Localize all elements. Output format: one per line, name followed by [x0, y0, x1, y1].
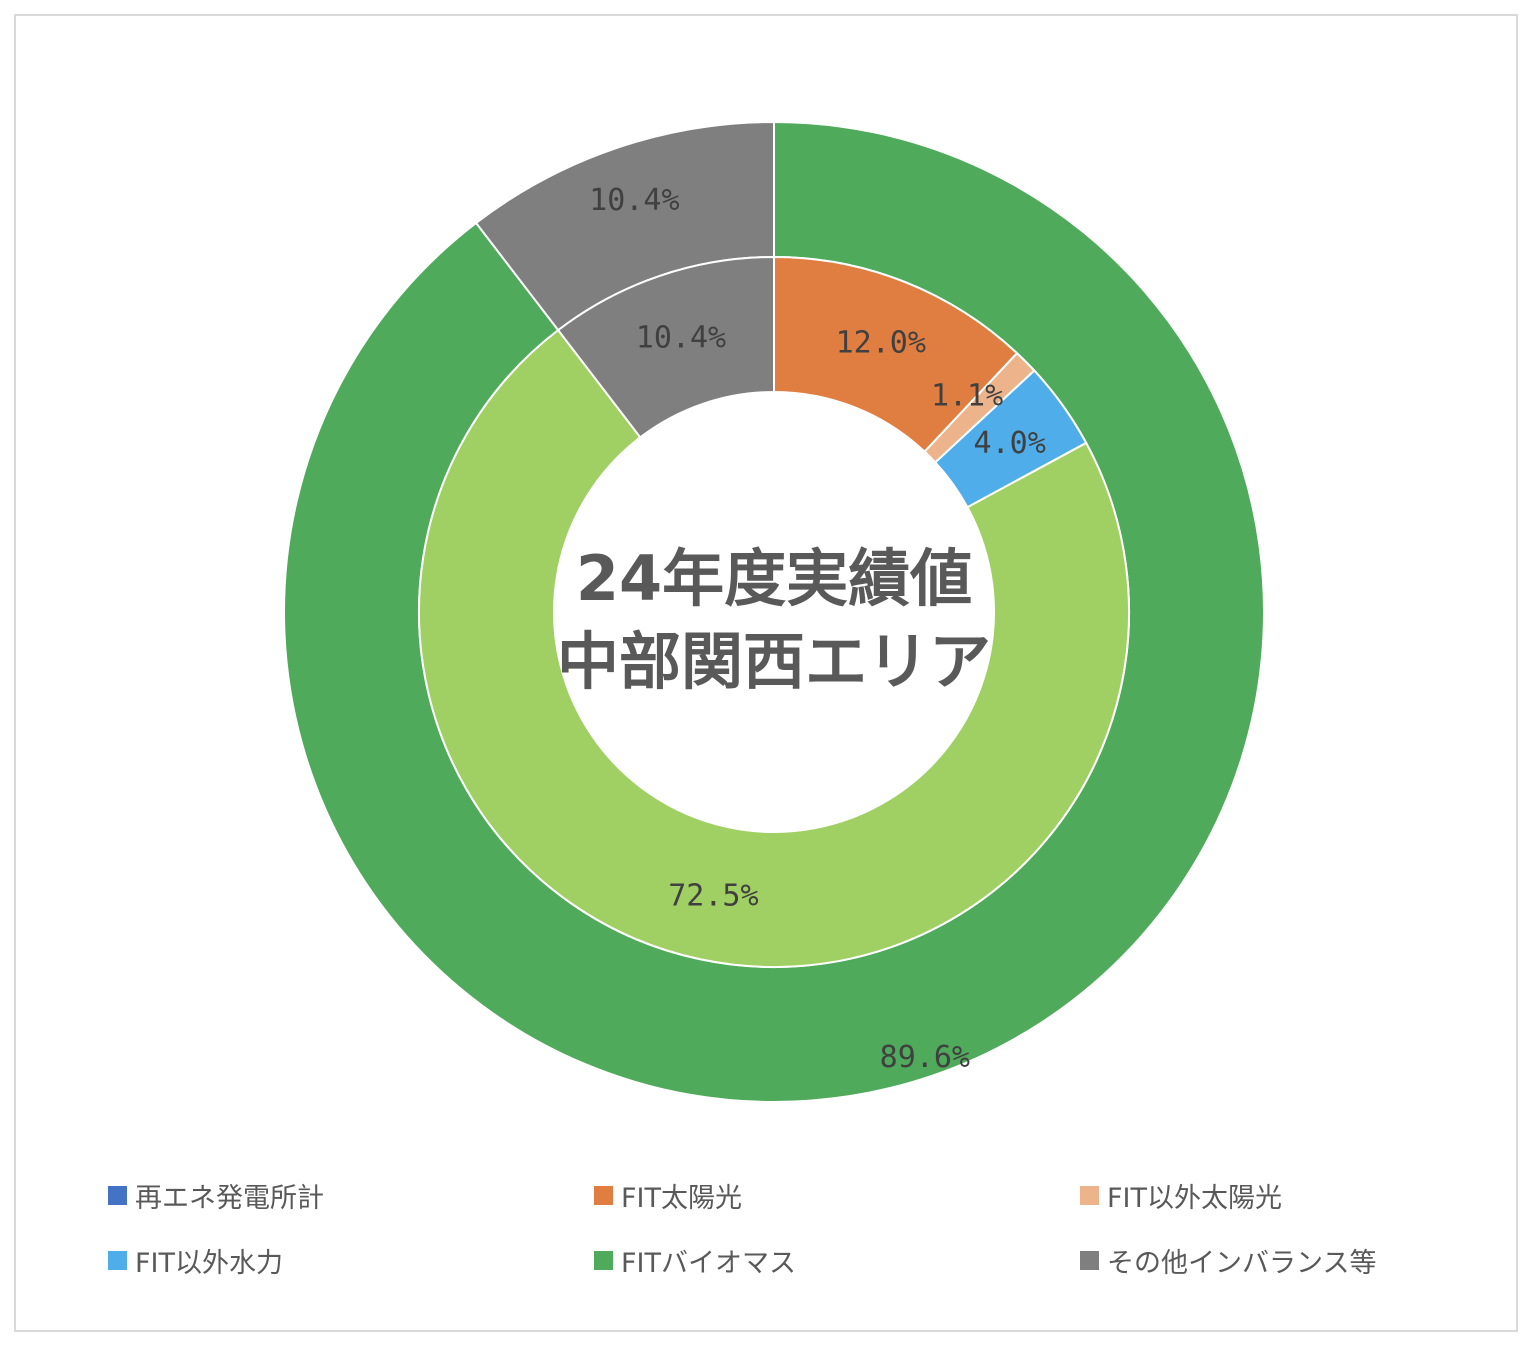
legend-label: FIT以外水力 [135, 1247, 283, 1279]
slice-labels: 89.6% 10.4% 12.0%1.1% 4.0% 72.5% 10.4% [589, 183, 1046, 1075]
legend-item-other-imbalance[interactable]: その他インバランス等 [1080, 1235, 1376, 1285]
legend-label: FIT太陽光 [621, 1182, 742, 1214]
outer-label-fit-biomass: 89.6% [880, 1040, 970, 1075]
legend-swatch [594, 1250, 613, 1270]
center-title-line-2: 中部関西エリア [557, 625, 991, 698]
inner-label-fit-biomass: 72.5% [668, 879, 758, 914]
inner-label-non-fit-solar: 1.1% [931, 379, 1003, 414]
center-title-line-1: 24年度実績値 [576, 542, 972, 615]
inner-slice-other-imbalance[interactable] [556, 255, 775, 439]
inner-label-non-fit-hydro: 4.0% [974, 426, 1046, 461]
legend-label: FIT以外太陽光 [1107, 1182, 1282, 1214]
legend-item-non-fit-hydro[interactable]: FIT以外水力 [108, 1235, 283, 1285]
legend-label: FITバイオマス [621, 1247, 796, 1279]
inner-ring [418, 255, 1130, 968]
legend-label: 再エネ発電所計 [135, 1182, 324, 1214]
legend-swatch [108, 1250, 127, 1270]
inner-label-other-imbalance: 10.4% [636, 320, 726, 355]
inner-label-fit-solar: 12.0% [836, 325, 926, 360]
legend-swatch [1080, 1250, 1099, 1270]
legend-item-non-fit-solar[interactable]: FIT以外太陽光 [1080, 1170, 1282, 1220]
legend-swatch [594, 1185, 613, 1205]
legend: 再エネ発電所計 FIT太陽光 FIT以外太陽光 FIT以外水力 FITバイオマス… [100, 1170, 1480, 1300]
legend-item-fit-solar[interactable]: FIT太陽光 [594, 1170, 742, 1220]
inner-slice-fit-biomass[interactable] [418, 328, 1130, 968]
legend-item-renewable-total[interactable]: 再エネ発電所計 [108, 1170, 324, 1220]
legend-item-fit-biomass[interactable]: FITバイオマス [594, 1235, 796, 1285]
legend-label: その他インバランス等 [1107, 1247, 1377, 1279]
outer-label-other-imbalance: 10.4% [589, 183, 679, 218]
legend-swatch [1080, 1185, 1099, 1205]
legend-swatch [108, 1185, 127, 1205]
